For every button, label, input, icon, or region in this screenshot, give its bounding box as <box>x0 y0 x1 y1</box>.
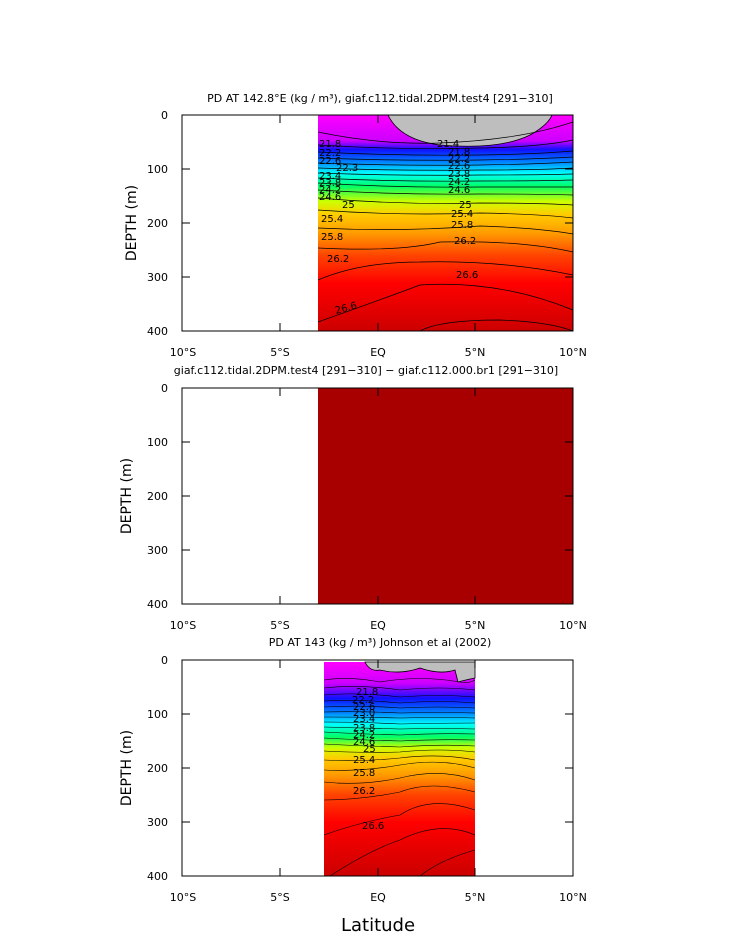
y-tick-label: 0 <box>161 382 168 395</box>
y-ticks: 0 100 200 300 400 <box>147 382 168 611</box>
contour-label: 23.4 <box>353 714 375 725</box>
y-tick-label: 400 <box>147 870 168 883</box>
contour-labels: 21.4 21.8 21.8 22.2 22.6 22.2 22.6 22.3 … <box>319 139 478 317</box>
x-ticks: 10°S 5°S EQ 5°N 10°N <box>170 891 587 904</box>
data-field <box>318 115 573 331</box>
panel-model: PD AT 142.8°E (kg / m³), giaf.c112.tidal… <box>124 92 587 359</box>
contour-label: 24.6 <box>448 185 470 196</box>
axes <box>181 659 574 877</box>
contour-label: 24.2 <box>319 185 341 196</box>
contour-label: 26.2 <box>353 786 375 797</box>
y-tick-label: 400 <box>147 598 168 611</box>
contour-label: 26.6 <box>362 821 384 832</box>
contour-lines <box>317 121 574 332</box>
contour-label: 24.2 <box>353 730 375 741</box>
contour-label: 22.6 <box>319 156 341 167</box>
y-tick-label: 300 <box>147 271 168 284</box>
x-axis-label: Latitude <box>341 915 415 936</box>
y-tick-label: 0 <box>161 109 168 122</box>
x-tick-label: EQ <box>370 891 386 904</box>
contour-label: 22.3 <box>336 163 358 174</box>
x-tick-label: 5°S <box>270 891 289 904</box>
x-tick-label: EQ <box>370 619 386 632</box>
contour-label: 23.8 <box>448 169 470 180</box>
axes <box>181 387 574 605</box>
x-tick-label: 5°S <box>270 346 289 359</box>
x-tick-label: 5°N <box>465 346 486 359</box>
contour-label: 25.4 <box>353 755 375 766</box>
y-tick-label: 200 <box>147 490 168 503</box>
y-axis-label: DEPTH (m) <box>124 185 140 261</box>
y-tick-label: 100 <box>147 436 168 449</box>
panel-observed: PD AT 143 (kg / m³) Johnson et al (2002) <box>119 636 587 904</box>
contour-label: 23.0 <box>353 708 375 719</box>
contour-label: 22.2 <box>448 154 470 165</box>
data-field <box>318 388 573 604</box>
contour-label: 26.2 <box>454 236 476 247</box>
contour-label: 22.2 <box>319 148 341 159</box>
contour-label: 25 <box>363 744 376 755</box>
contour-label: 26.6 <box>456 270 478 281</box>
contour-label: 25.8 <box>321 232 343 243</box>
contour-label: 22.6 <box>353 702 375 713</box>
x-tick-label: 10°N <box>559 346 587 359</box>
x-tick-label: 10°S <box>170 619 196 632</box>
y-ticks: 0 100 200 300 400 <box>147 654 168 883</box>
x-tick-label: 5°N <box>465 619 486 632</box>
contour-label: 22.2 <box>352 695 374 706</box>
x-tick-label: 10°N <box>559 891 587 904</box>
y-axis-label: DEPTH (m) <box>119 458 135 534</box>
contour-label: 24.2 <box>448 177 470 188</box>
y-tick-label: 100 <box>147 163 168 176</box>
y-tick-label: 300 <box>147 816 168 829</box>
gray-region <box>387 114 553 147</box>
y-tick-label: 400 <box>147 325 168 338</box>
contour-label: 25.8 <box>353 768 375 779</box>
x-tick-label: 10°N <box>559 619 587 632</box>
contour-label: 25.4 <box>321 214 343 225</box>
panel-title: giaf.c112.tidal.2DPM.test4 [291−310] − g… <box>174 364 558 377</box>
contour-lines <box>323 678 476 877</box>
contour-label: 22.6 <box>448 161 470 172</box>
x-tick-label: 5°N <box>465 891 486 904</box>
contour-label: 23.4 <box>319 171 341 182</box>
contour-label: 25 <box>342 200 355 211</box>
x-tick-label: 10°S <box>170 891 196 904</box>
panel-difference: giaf.c112.tidal.2DPM.test4 [291−310] − g… <box>119 364 587 632</box>
x-tick-label: EQ <box>370 346 386 359</box>
contour-label: 23.8 <box>319 178 341 189</box>
y-tick-label: 200 <box>147 217 168 230</box>
panel-title: PD AT 143 (kg / m³) Johnson et al (2002) <box>269 636 492 649</box>
contour-label: 26.2 <box>327 254 349 265</box>
y-tick-label: 0 <box>161 654 168 667</box>
contour-label: 23.8 <box>353 723 375 734</box>
contour-labels: 21.8 22.2 22.6 23.0 23.4 23.8 24.2 24.6 … <box>352 687 384 832</box>
contour-label: 24.6 <box>353 737 375 748</box>
contour-label: 25.8 <box>451 220 473 231</box>
x-tick-label: 10°S <box>170 346 196 359</box>
contour-label: 21.8 <box>448 147 470 158</box>
y-ticks: 0 100 200 300 400 <box>147 109 168 338</box>
axes <box>181 114 574 332</box>
y-axis-label: DEPTH (m) <box>119 730 135 806</box>
y-tick-label: 200 <box>147 762 168 775</box>
x-tick-label: 5°S <box>270 619 289 632</box>
contour-label: 24.6 <box>319 192 341 203</box>
gray-region <box>364 661 476 683</box>
contour-label: 25.4 <box>451 209 473 220</box>
panel-title: PD AT 142.8°E (kg / m³), giaf.c112.tidal… <box>207 92 553 105</box>
contour-label: 21.4 <box>437 139 459 150</box>
y-tick-label: 300 <box>147 544 168 557</box>
y-tick-label: 100 <box>147 708 168 721</box>
x-ticks: 10°S 5°S EQ 5°N 10°N <box>170 346 587 359</box>
contour-label: 21.8 <box>356 687 378 698</box>
data-field <box>324 662 475 876</box>
x-ticks: 10°S 5°S EQ 5°N 10°N <box>170 619 587 632</box>
contour-label: 21.8 <box>319 139 341 150</box>
contour-label: 25 <box>459 200 472 211</box>
